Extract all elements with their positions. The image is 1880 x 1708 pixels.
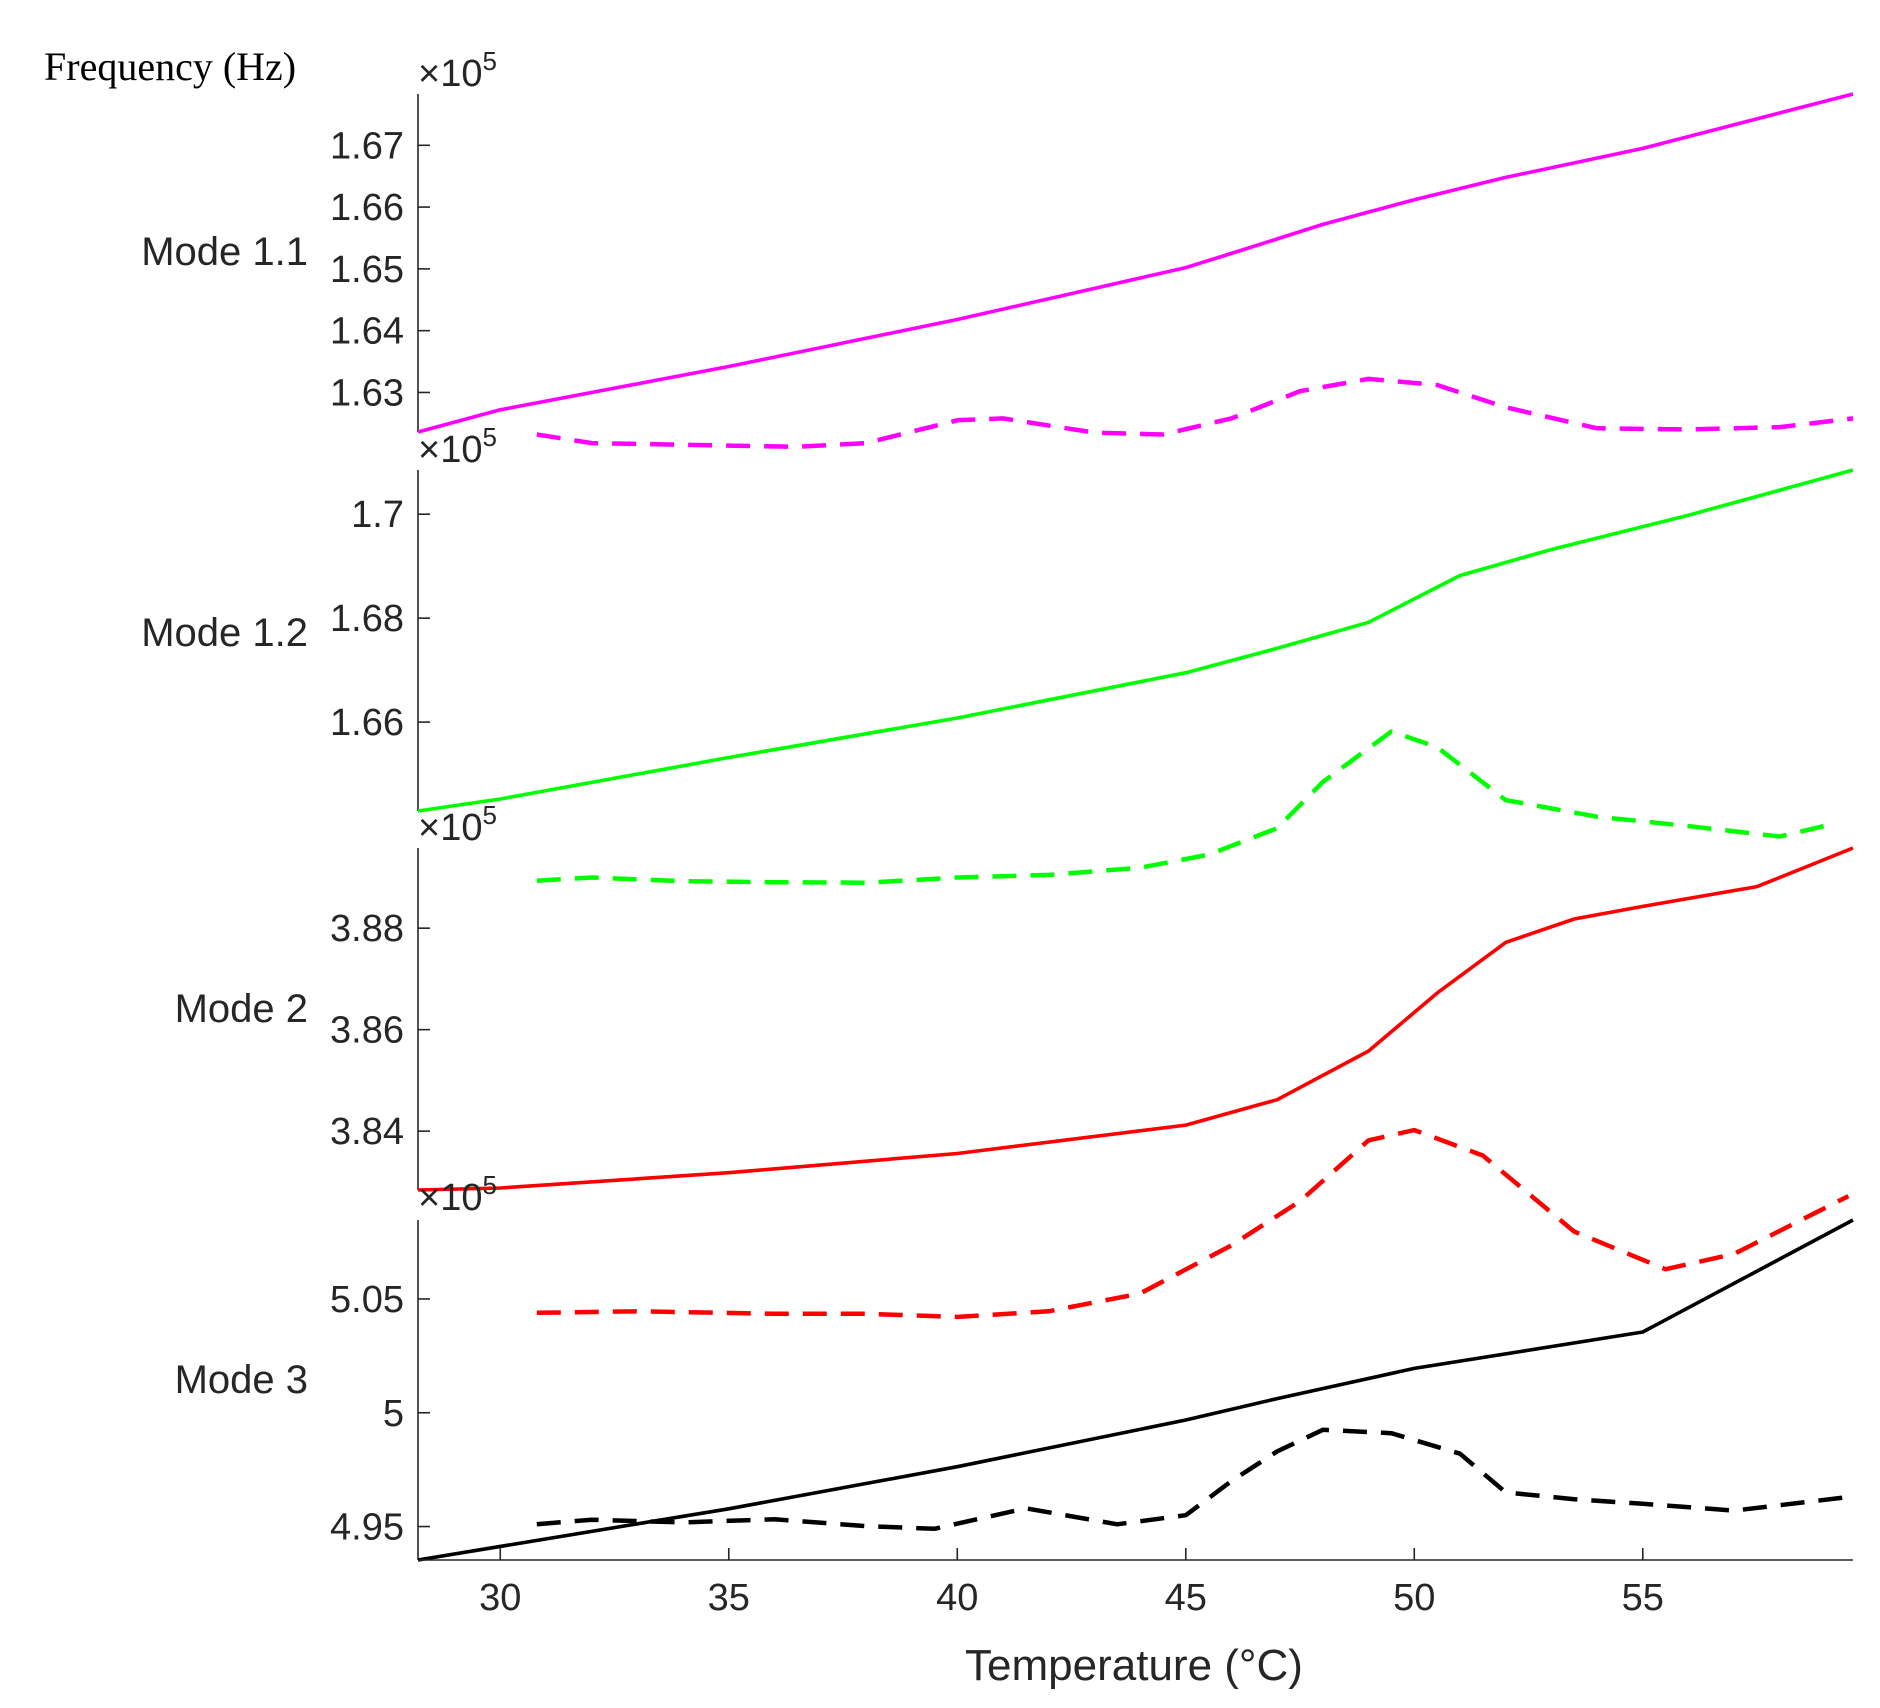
x-tick-label: 40 bbox=[936, 1577, 978, 1619]
x-tick-label: 45 bbox=[1165, 1577, 1207, 1619]
y-exponent-label: ×105 bbox=[418, 800, 497, 849]
y-tick-label: 1.66 bbox=[330, 702, 404, 744]
mode-label: Mode 1.1 bbox=[141, 230, 308, 274]
x-tick-label: 50 bbox=[1393, 1577, 1435, 1619]
panel-2: 1.66 1.68 1.7 ×105 Mode 1.2 bbox=[141, 422, 1854, 885]
x-axis: 30 35 40 45 50 55 bbox=[418, 1548, 1853, 1619]
mode-label: Mode 2 bbox=[175, 987, 308, 1031]
mode-label: Mode 3 bbox=[175, 1358, 308, 1402]
panel-4: 4.95 5 5.05 ×105 Mode 3 bbox=[175, 1170, 1854, 1562]
y-tick-label: 4.95 bbox=[330, 1507, 404, 1549]
series-dashed-line bbox=[536, 729, 1836, 885]
y-tick-label: 5 bbox=[383, 1393, 404, 1435]
panel-3: 3.84 3.86 3.88 ×105 Mode 2 bbox=[175, 800, 1854, 1320]
series-solid-line bbox=[417, 846, 1854, 1192]
y-exponent-label: ×105 bbox=[418, 46, 497, 95]
y-tick-label: 3.84 bbox=[330, 1111, 404, 1153]
panels: 1.63 1.64 1.65 1.66 1.67 ×105 Mode 1.1 1.66 1.68… bbox=[141, 46, 1854, 1562]
y-tick-label: 1.7 bbox=[351, 494, 404, 536]
y-exponent-label: ×105 bbox=[418, 1170, 497, 1219]
panel-1: 1.63 1.64 1.65 1.66 1.67 ×105 Mode 1.1 bbox=[141, 46, 1854, 450]
x-tick-label: 30 bbox=[479, 1577, 521, 1619]
series-solid-line bbox=[417, 468, 1854, 813]
series-solid-line bbox=[417, 92, 1854, 434]
series-dashed-line bbox=[536, 1427, 1849, 1532]
y-tick-label: 3.88 bbox=[330, 908, 404, 950]
y-tick-label: 3.86 bbox=[330, 1010, 404, 1052]
x-tick-label: 35 bbox=[708, 1577, 750, 1619]
x-axis-title: Temperature (°C) bbox=[965, 1641, 1303, 1690]
y-tick-label: 1.68 bbox=[330, 598, 404, 640]
y-tick-label: 1.63 bbox=[330, 372, 404, 414]
y-tick-label: 1.66 bbox=[330, 187, 404, 229]
y-axis-title: Frequency (Hz) bbox=[44, 44, 296, 89]
mode-label: Mode 1.2 bbox=[141, 611, 308, 655]
series-solid-line bbox=[417, 1218, 1854, 1562]
y-exponent-label: ×105 bbox=[418, 422, 497, 471]
x-tick-label: 55 bbox=[1622, 1577, 1664, 1619]
series-dashed-line bbox=[536, 376, 1854, 450]
y-tick-label: 1.64 bbox=[330, 311, 404, 353]
y-tick-label: 1.65 bbox=[330, 249, 404, 291]
series-dashed-line bbox=[536, 1127, 1850, 1320]
y-tick-label: 1.67 bbox=[330, 125, 404, 167]
y-tick-label: 5.05 bbox=[330, 1279, 404, 1321]
